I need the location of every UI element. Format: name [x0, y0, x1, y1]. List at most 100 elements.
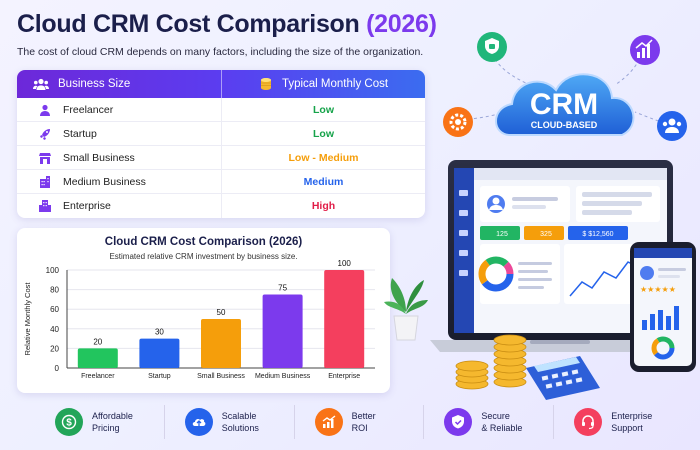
x-tick-label: Freelancer [81, 373, 115, 380]
bar-value-label: 20 [93, 337, 102, 346]
plant-icon [384, 278, 428, 341]
headset-icon [574, 408, 603, 436]
feature-affordable: $ Affordable Pricing [17, 408, 164, 436]
feature-line2: Pricing [92, 423, 120, 433]
page-subtitle: The cost of cloud CRM depends on many fa… [17, 46, 424, 58]
x-tick-label: Startup [148, 373, 171, 380]
feature-line1: Scalable [221, 411, 257, 421]
business-size-label: Medium Business [63, 175, 146, 188]
cost-table: Business Size Typical Monthly Cost Freel… [17, 70, 425, 218]
bar-startup [139, 338, 180, 368]
lock-shield-icon [477, 32, 507, 62]
cell-monthly-cost: Medium [303, 175, 344, 188]
stat-3: $ $12,560 [582, 231, 613, 238]
x-tick-label: Medium Business [255, 373, 311, 380]
bar-value-label: 75 [278, 284, 287, 293]
cloud-upload-icon [184, 408, 213, 436]
cell-monthly-cost: Low [313, 103, 334, 116]
chart-title: Cloud CRM Cost Comparison (2026) [104, 236, 303, 248]
feature-divider [293, 405, 295, 439]
feature-scalable: Scalable Solutions [165, 408, 294, 436]
dollar-icon: $ [55, 408, 83, 436]
table-row: Startup Low [17, 122, 425, 146]
business-size-label: Freelancer [63, 103, 114, 116]
cloud-subtitle: CLOUD-BASED [531, 120, 598, 130]
store-icon [39, 152, 51, 164]
gear-icon [443, 107, 473, 137]
cloud-title: CRM [530, 88, 598, 121]
feature-label: Enterprise Support [611, 410, 652, 434]
team-icon [657, 111, 687, 141]
chart-up-icon [630, 35, 660, 65]
features-bar: $ Affordable Pricing Scalable Solutions Bette… [17, 400, 683, 444]
user-icon [39, 104, 51, 116]
feature-line2: & Reliable [481, 423, 523, 433]
feature-line2: Solutions [221, 423, 259, 433]
cell-business-size: Medium Business [17, 170, 222, 193]
cell-business-size: Freelancer [17, 98, 222, 121]
feature-label: Secure & Reliable [481, 410, 522, 434]
y-tick-label: 100 [46, 266, 60, 275]
col-business-size: Business Size [17, 70, 222, 98]
cell-business-size: Startup [17, 122, 222, 145]
business-size-label: Small Business [63, 151, 135, 164]
x-tick-label: Small Business [197, 373, 245, 380]
building-icon [39, 175, 51, 188]
chart-subtitle: Estimated relative CRM investment by bus… [109, 252, 298, 261]
feature-line1: Better [351, 411, 376, 421]
users-icon [33, 78, 49, 90]
stat-1: 125 [496, 231, 508, 238]
coins-icon [260, 78, 271, 90]
feature-line2: ROI [351, 423, 368, 433]
chart-plot: 0 20 40 60 80 100 Relative Monthly Cost 20 Freel… [23, 259, 375, 380]
bar-enterprise [324, 270, 365, 368]
feature-line1: Affordable [92, 411, 133, 421]
table-row: Enterprise High [17, 194, 425, 218]
feature-secure: Secure & Reliable [424, 408, 553, 436]
table-body: Freelancer Low Startup Low Small Business Low… [17, 98, 425, 218]
crm-cloud: CRM CLOUD-BASED [495, 73, 635, 136]
crm-illustration: CRM CLOUD-BASED 125 325 $ $12,560 [430, 32, 696, 400]
feature-line1: Enterprise [611, 411, 653, 421]
phone: ★★★★★ [630, 242, 696, 372]
feature-divider [423, 405, 425, 439]
table-row: Medium Business Medium [17, 170, 425, 194]
feature-label: Better ROI [352, 410, 376, 434]
col-monthly-cost: Typical Monthly Cost [222, 70, 425, 98]
feature-divider [163, 405, 165, 439]
business-size-label: Startup [63, 127, 97, 140]
stat-2: 325 [540, 231, 552, 238]
x-tick-label: Enterprise [328, 373, 360, 380]
y-tick-label: 20 [50, 344, 59, 353]
office-icon [39, 200, 51, 212]
cell-monthly-cost: High [311, 200, 336, 212]
calculator [526, 356, 600, 400]
table-row: Freelancer Low [17, 98, 425, 122]
table-row: Small Business Low - Medium [17, 146, 425, 170]
growth-chart-icon [314, 408, 343, 436]
feature-line1: Secure [481, 411, 510, 421]
page-title: Cloud CRM Cost Comparison (2026) [17, 10, 437, 38]
y-axis-label: Relative Monthly Cost [23, 282, 32, 356]
cell-business-size: Small Business [17, 146, 222, 169]
y-tick-label: 60 [50, 305, 59, 314]
coins-stack [455, 334, 527, 390]
feature-enterprise: Enterprise Support [554, 408, 683, 436]
y-tick-label: 80 [50, 286, 59, 295]
feature-divider [553, 405, 555, 439]
cost-chart: Cloud CRM Cost Comparison (2026) Estimat… [17, 228, 390, 393]
bar-value-label: 100 [338, 259, 352, 268]
feature-label: Scalable Solutions [222, 410, 259, 434]
feature-better: Better ROI [295, 408, 424, 436]
shield-icon [444, 408, 473, 436]
feature-line2: Support [611, 423, 643, 433]
cell-monthly-cost: Low [313, 127, 334, 140]
bar-value-label: 50 [217, 308, 226, 317]
feature-label: Affordable Pricing [92, 410, 133, 434]
rocket-icon [39, 128, 51, 140]
svg-text:★★★★★: ★★★★★ [640, 285, 676, 294]
bar-freelancer [77, 348, 118, 368]
cell-monthly-cost: Low - Medium [288, 151, 359, 164]
table-header: Business Size Typical Monthly Cost [17, 70, 425, 98]
cell-business-size: Enterprise [17, 194, 222, 218]
